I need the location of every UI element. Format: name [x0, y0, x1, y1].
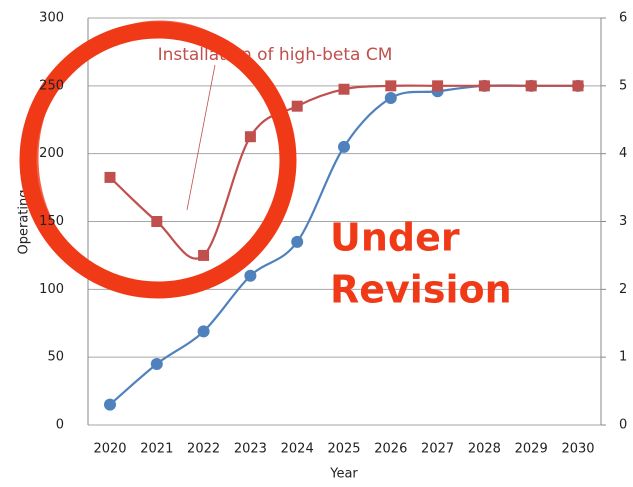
x-tick-label: 2029 — [515, 442, 548, 457]
x-tick-label: 2020 — [93, 442, 126, 457]
y2-tick-label: 2 — [619, 282, 627, 297]
data-point — [479, 80, 490, 91]
y2-tick-label: 5 — [619, 78, 627, 93]
x-tick-label: 2028 — [468, 442, 501, 457]
data-point — [198, 325, 210, 337]
y-tick-label: 300 — [39, 11, 64, 26]
y2-tick-label: 0 — [619, 418, 627, 433]
y-tick-label: 200 — [39, 146, 64, 161]
y-tick-label: 50 — [47, 350, 64, 365]
x-axis-title: Year — [329, 467, 358, 482]
annotation: Installation of high-beta CM — [158, 45, 393, 65]
y-tick-label: 250 — [39, 78, 64, 93]
data-point — [245, 131, 256, 142]
data-point — [105, 172, 116, 183]
data-point — [151, 358, 163, 370]
data-point — [526, 80, 537, 91]
data-point — [339, 84, 350, 95]
stamp-line-1: Under — [330, 216, 460, 260]
x-tick-label: 2022 — [187, 442, 220, 457]
y2-tick-label: 1 — [619, 350, 627, 365]
data-point — [198, 250, 209, 261]
data-point — [292, 101, 303, 112]
x-tick-label: 2027 — [421, 442, 454, 457]
y-tick-label: 0 — [56, 418, 64, 433]
annotation-pointer — [187, 65, 215, 210]
data-point — [151, 216, 162, 227]
data-point — [385, 92, 397, 104]
data-point — [385, 80, 396, 91]
data-point — [104, 399, 116, 411]
x-tick-label: 2026 — [374, 442, 407, 457]
chart: Year Operating Installation of high-beta… — [0, 0, 633, 483]
data-point — [244, 270, 256, 282]
y-tick-label: 100 — [39, 282, 64, 297]
x-tick-label: 2021 — [140, 442, 173, 457]
x-tick-label: 2024 — [281, 442, 314, 457]
data-point — [291, 236, 303, 248]
y-tick-label: 150 — [39, 214, 64, 229]
x-tick-label: 2030 — [561, 442, 594, 457]
data-point — [338, 141, 350, 153]
x-tick-label: 2023 — [234, 442, 267, 457]
stamp-line-2: Revision — [330, 268, 512, 312]
data-point — [432, 80, 443, 91]
y2-tick-label: 3 — [619, 214, 627, 229]
y2-tick-label: 6 — [619, 11, 627, 26]
x-tick-label: 2025 — [327, 442, 360, 457]
y2-tick-label: 4 — [619, 146, 627, 161]
data-point — [573, 80, 584, 91]
